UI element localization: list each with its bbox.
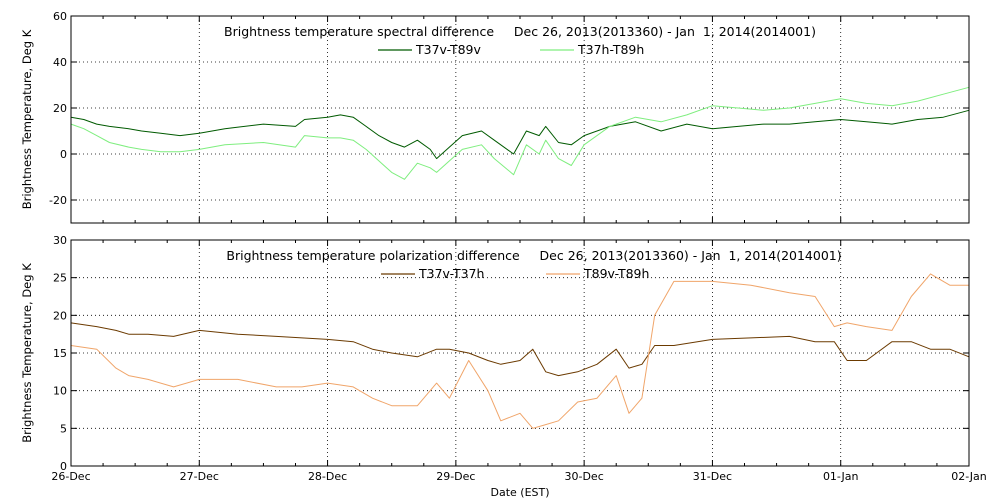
x-tick-label: 26-Dec <box>51 470 90 483</box>
polarization-difference-panel: 0 5 10 15 20 25 30 26-Dec 27-Dec 28-Dec 29-Dec 30-D… <box>20 234 987 499</box>
y-tick-label: 0 <box>60 148 67 161</box>
series-line-t37v-t89v <box>70 109 970 160</box>
y-tick-label: 0 <box>60 460 67 473</box>
y-tick-label: 40 <box>53 56 67 69</box>
y-tick-label: 30 <box>53 234 67 247</box>
y-tick-label: 15 <box>53 347 67 360</box>
x-tick-label: 29-Dec <box>436 470 475 483</box>
legend-label-t37v-t37h: T37v-T37h <box>418 266 484 281</box>
legend-label-t37v-t89v: T37v-T89v <box>415 42 482 57</box>
polarization-title: Brightness temperature polarization diff… <box>226 248 841 263</box>
spectral-axis-ticks: -20 0 20 40 60 <box>49 10 970 223</box>
series-line-t89v-t89h <box>70 273 969 429</box>
spectral-legend: T37v-T89v T37h-T89h <box>378 42 644 57</box>
polarization-axis-ticks: 0 5 10 15 20 25 30 26-Dec 27-Dec 28-Dec 29-Dec 30-D… <box>51 234 986 483</box>
polarization-legend: T37v-T37h T89v-T89h <box>381 266 649 281</box>
spectral-difference-panel: -20 0 20 40 60 Brightness temperature spectr… <box>20 10 970 224</box>
y-tick-label: -20 <box>49 194 67 207</box>
spectral-series-layer <box>70 86 970 180</box>
x-tick-label: 28-Dec <box>308 470 347 483</box>
x-tick-label: 27-Dec <box>180 470 219 483</box>
y-tick-label: 10 <box>53 385 67 398</box>
legend-label-t89v-t89h: T89v-T89h <box>583 266 649 281</box>
polarization-series-layer <box>70 273 970 429</box>
y-tick-label: 20 <box>53 309 67 322</box>
x-tick-label: 01-Jan <box>823 470 859 483</box>
spectral-plot-frame <box>70 15 970 224</box>
polarization-y-axis-label: Brightness Temperature, Deg K <box>20 263 34 443</box>
x-tick-label: 31-Dec <box>693 470 732 483</box>
spectral-y-axis-label: Brightness Temperature, Deg K <box>20 29 34 209</box>
y-tick-label: 60 <box>53 10 67 23</box>
legend-label-t37h-t89h: T37h-T89h <box>577 42 644 57</box>
x-tick-label: 30-Dec <box>565 470 604 483</box>
x-axis-label: Date (EST) <box>490 486 549 499</box>
polarization-grid <box>71 240 969 466</box>
x-tick-label: 02-Jan <box>951 470 987 483</box>
y-tick-label: 25 <box>53 272 67 285</box>
spectral-title: Brightness temperature spectral differen… <box>224 24 816 39</box>
y-tick-label: 20 <box>53 102 67 115</box>
series-line-t37v-t37h <box>70 322 970 377</box>
series-line-t37h-t89h <box>70 86 970 180</box>
y-tick-label: 5 <box>60 422 67 435</box>
spectral-grid <box>71 16 969 223</box>
